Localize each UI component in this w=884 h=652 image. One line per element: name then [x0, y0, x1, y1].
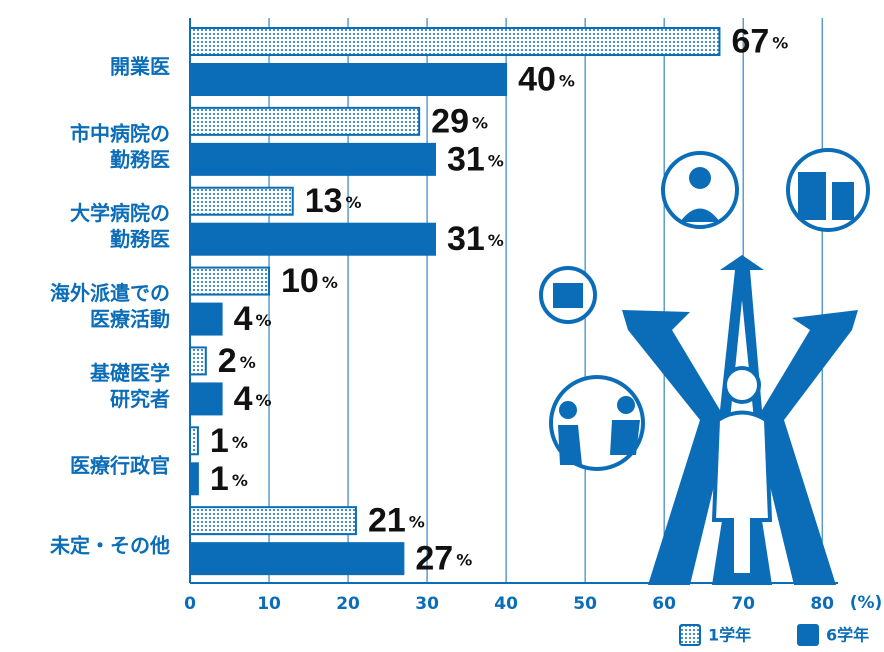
category-label: 開業医 — [110, 54, 170, 78]
x-tick-label: 50 — [573, 594, 597, 614]
value-label-number: 10 — [281, 262, 319, 300]
legend-label: 6学年 — [826, 626, 869, 645]
value-label-unit: % — [256, 311, 272, 330]
value-label-unit: % — [232, 432, 248, 451]
x-tick-label: 0 — [184, 594, 196, 614]
bar — [189, 266, 271, 296]
value-label-unit: % — [256, 390, 272, 409]
value-label-number: 4 — [234, 380, 253, 418]
category-label: 医療活動 — [90, 307, 170, 331]
category-label: 勤務医 — [110, 227, 170, 251]
category-label: 勤務医 — [110, 147, 170, 171]
x-tick-label: 20 — [336, 594, 360, 614]
value-label-number: 21 — [368, 502, 406, 540]
category-label: 未定・その他 — [50, 534, 170, 558]
x-tick-label: 40 — [494, 594, 518, 614]
value-label: 13% — [305, 182, 362, 220]
bar — [189, 462, 199, 496]
value-label-unit: % — [456, 550, 472, 569]
value-label: 1% — [210, 422, 248, 460]
value-label-number: 31 — [447, 140, 485, 178]
value-label: 2% — [218, 342, 256, 380]
value-label-number: 29 — [431, 102, 469, 140]
category-label: 研究者 — [110, 387, 170, 411]
value-label: 21% — [368, 502, 425, 540]
value-label-unit: % — [559, 71, 575, 90]
bar — [189, 186, 294, 216]
x-tick-label: 10 — [257, 594, 281, 614]
x-tick-label: 60 — [652, 594, 676, 614]
bar — [189, 382, 223, 416]
value-label-number: 4 — [234, 300, 253, 338]
legend-label: 1学年 — [708, 626, 751, 645]
value-label: 4% — [234, 380, 272, 418]
value-label: 40% — [518, 60, 575, 98]
value-label: 1% — [210, 460, 248, 498]
value-label-unit: % — [488, 231, 504, 250]
value-label-number: 2 — [218, 342, 237, 380]
bar — [189, 222, 436, 256]
value-label-unit: % — [322, 273, 338, 292]
x-tick-label: 70 — [731, 594, 755, 614]
value-label-unit: % — [346, 193, 362, 212]
illustration — [539, 148, 870, 585]
value-label-unit: % — [409, 512, 425, 531]
bar — [189, 426, 199, 456]
value-label-number: 31 — [447, 220, 485, 258]
bar — [189, 302, 223, 336]
x-tick-label: 80 — [810, 594, 834, 614]
value-label-number: 1 — [210, 460, 229, 498]
bar — [189, 506, 357, 536]
bar — [189, 27, 721, 56]
value-label: 10% — [281, 262, 338, 300]
value-label-number: 40 — [518, 60, 556, 98]
category-label: 市中病院の — [70, 121, 170, 145]
value-label: 27% — [415, 540, 472, 578]
value-label: 4% — [234, 300, 272, 338]
legend-swatch — [679, 624, 701, 646]
value-label-unit: % — [488, 151, 504, 170]
category-label: 基礎医学 — [90, 361, 170, 385]
x-tick-label: 30 — [415, 594, 439, 614]
category-label: 医療行政官 — [70, 454, 170, 478]
bar — [189, 346, 207, 376]
value-label: 67% — [731, 22, 788, 60]
bar — [189, 63, 508, 96]
legend-swatch — [797, 624, 819, 646]
x-axis-label: (%) — [850, 593, 883, 613]
value-label: 31% — [447, 220, 504, 258]
bar — [189, 542, 405, 576]
value-label-unit: % — [772, 33, 788, 52]
value-label-number: 67 — [731, 22, 769, 60]
value-label-unit: % — [240, 352, 256, 371]
value-label-number: 27 — [415, 540, 453, 578]
value-label-unit: % — [472, 113, 488, 132]
value-label-number: 1 — [210, 422, 229, 460]
bar — [189, 142, 436, 176]
value-label: 29% — [431, 102, 488, 140]
category-label: 大学病院の — [70, 201, 170, 225]
value-label: 31% — [447, 140, 504, 178]
value-label-number: 13 — [305, 182, 343, 220]
bar — [189, 106, 421, 136]
category-label: 海外派遣での — [50, 281, 170, 305]
value-label-unit: % — [232, 470, 248, 489]
